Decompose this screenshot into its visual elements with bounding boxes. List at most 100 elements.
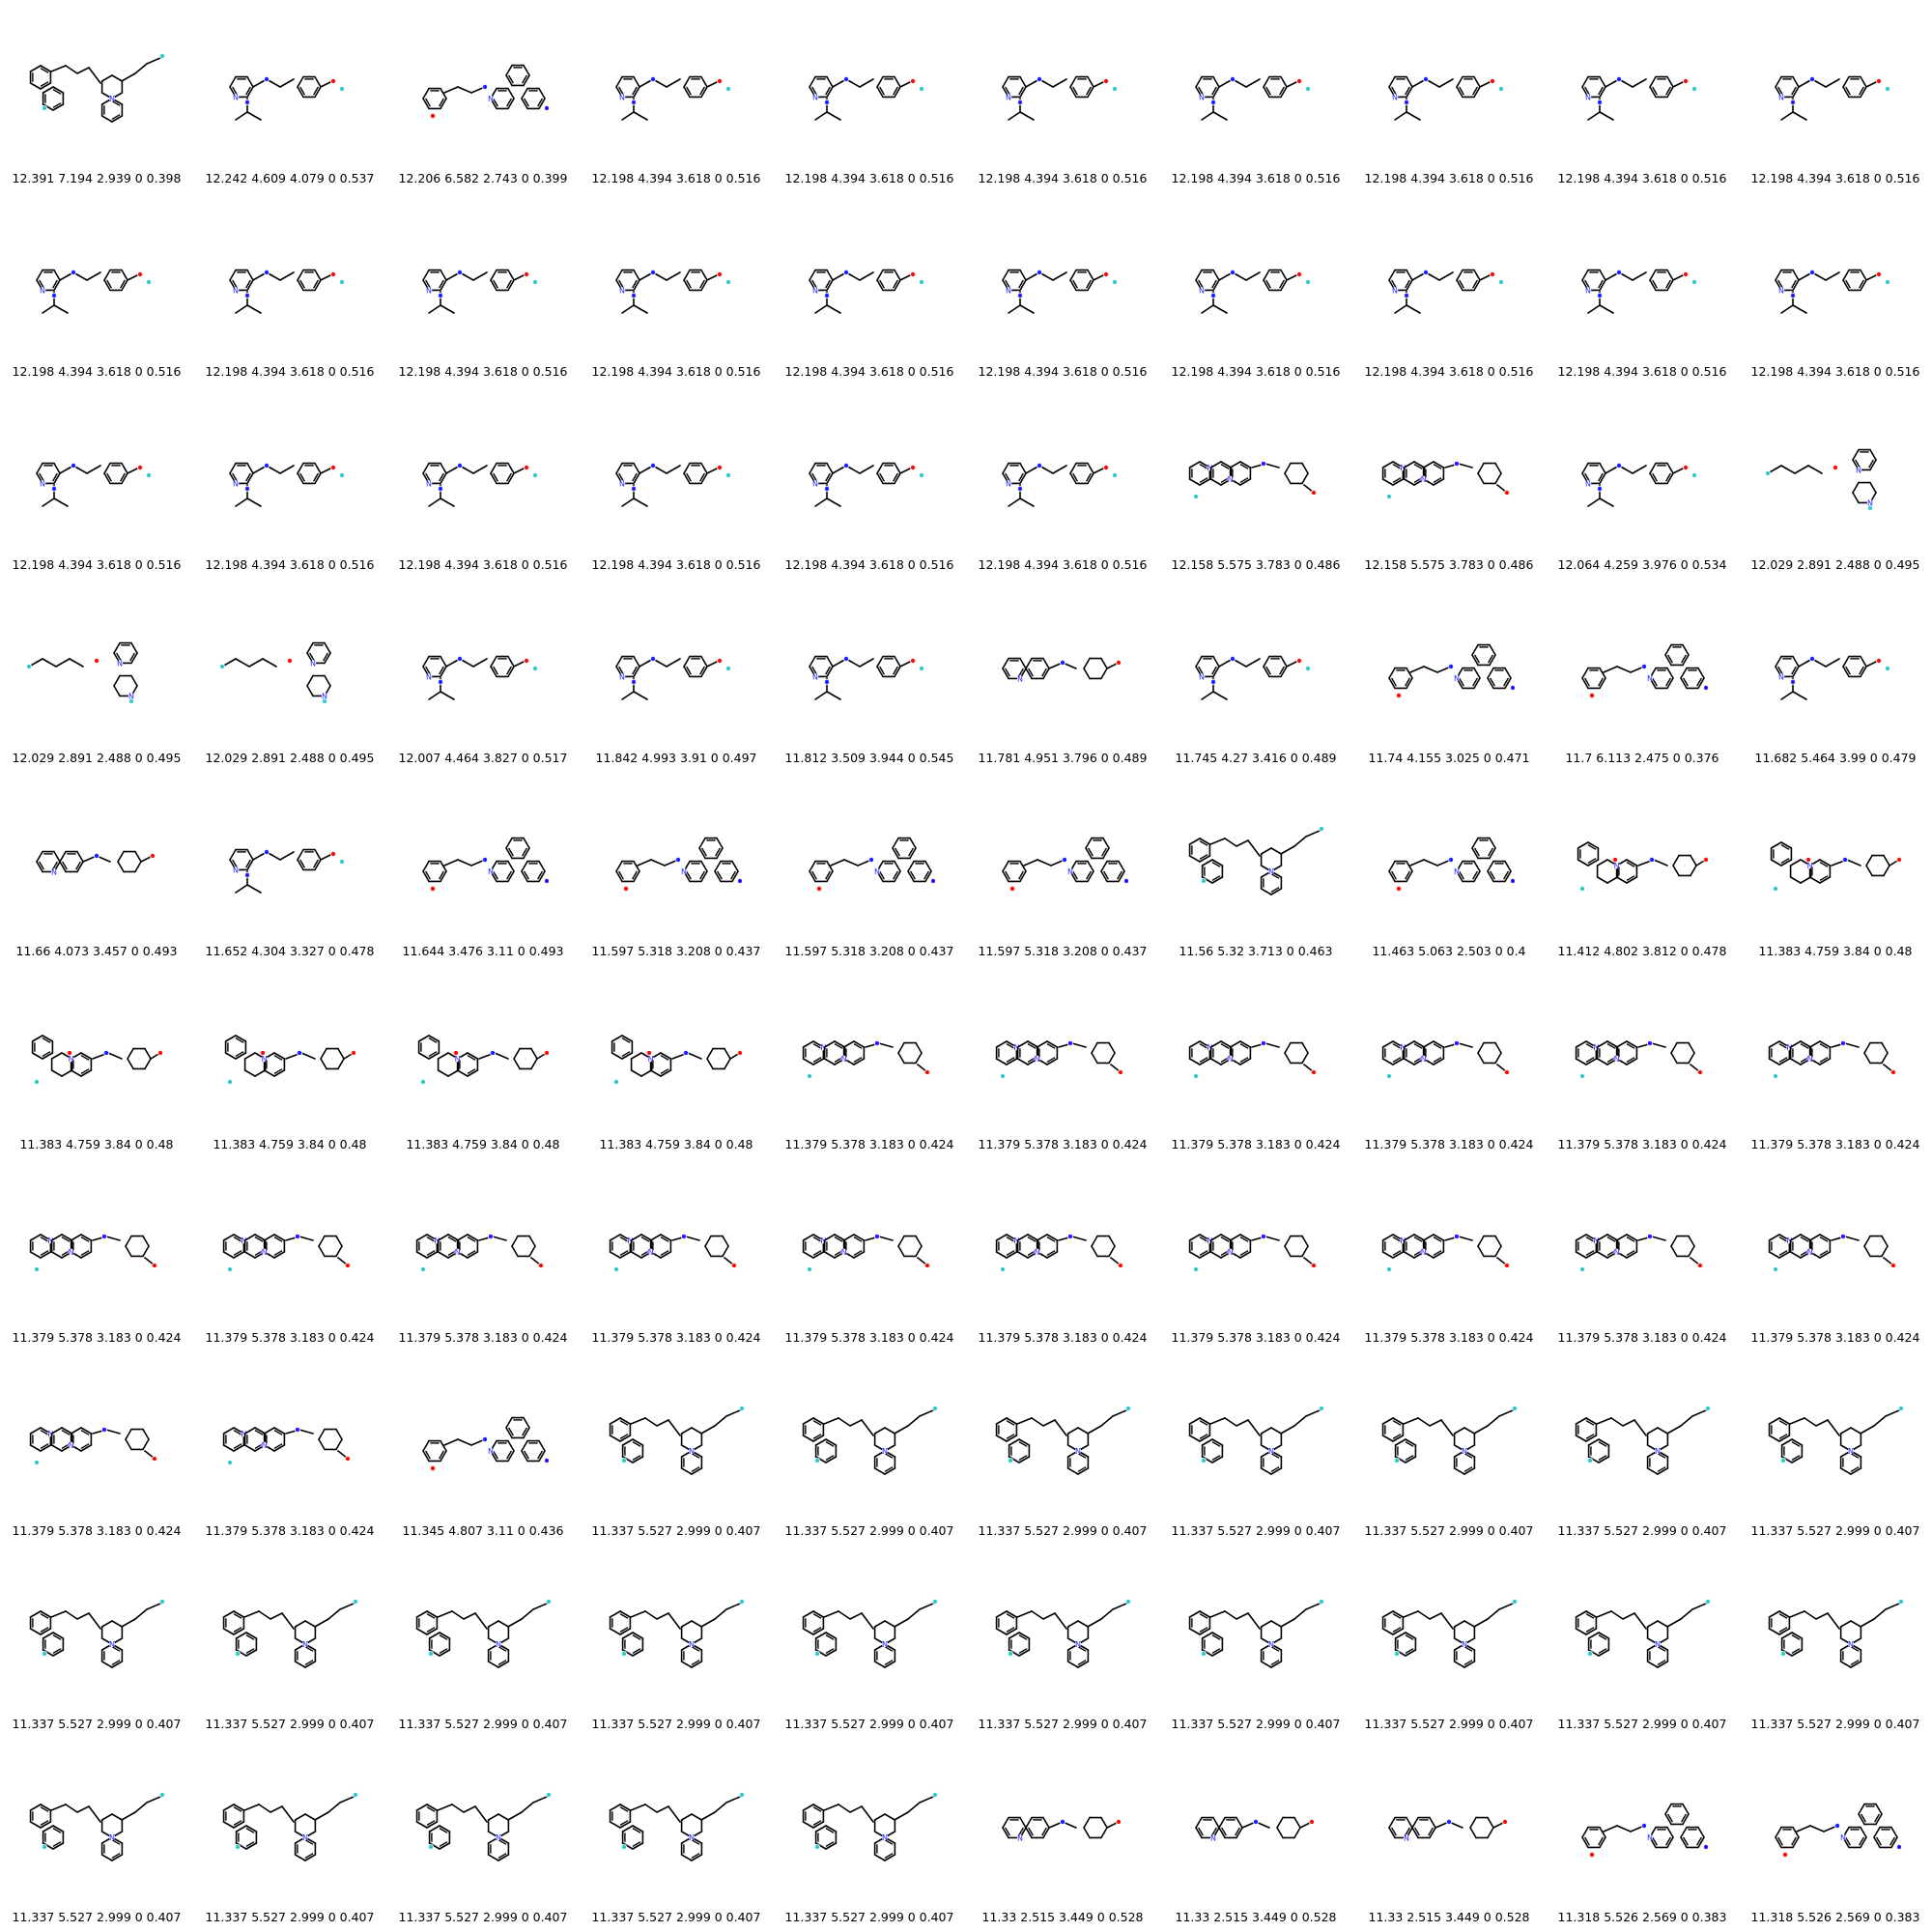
molecule-score-label: 12.158 5.575 3.783 0 0.486 [1364,557,1534,572]
molecule-structure: NN [995,1406,1131,1475]
svg-text:N: N [426,672,432,681]
molecule-structure: NN [1188,1040,1317,1079]
molecule-structure: N [1002,837,1129,892]
svg-text:N: N [426,479,432,488]
svg-text:N: N [1778,286,1784,295]
molecule-score-label: 11.66 4.073 3.457 0 0.493 [15,944,178,958]
svg-text:N: N [882,1833,888,1842]
molecule-structure: NN [1768,1040,1896,1079]
molecule-cell: N 12.198 4.394 3.618 0 0.516 [1546,193,1739,386]
molecule-score-label: 11.337 5.527 2.999 0 0.407 [1364,1523,1534,1538]
molecule-cell: N 12.198 4.394 3.618 0 0.516 [1739,0,1932,193]
molecule-structure: N [615,655,731,700]
molecule-score-label: 11.379 5.378 3.183 0 0.424 [1364,1137,1534,1151]
svg-text:N: N [1392,286,1398,295]
molecule-score-label: 11.337 5.527 2.999 0 0.407 [591,1717,761,1731]
molecule-structure: NN [609,1792,745,1861]
molecule-structure: NN [29,53,165,123]
molecule-cell: NN 11.337 5.527 2.999 0 0.407 [1352,1352,1546,1546]
molecule-structure: N [36,462,152,507]
molecule-cell: N 12.198 4.394 3.618 0 0.516 [580,386,773,580]
molecule-score-label: 11.318 5.526 2.569 0 0.383 [1750,1910,1920,1924]
molecule-structure: NN [222,1234,351,1272]
svg-text:N: N [841,1055,847,1064]
molecule-cell: N N 11.379 5.378 3.183 0 0.424 [0,1159,193,1352]
molecule-cell: N 11.318 5.526 2.569 0 0.383 [1546,1739,1739,1932]
molecule-structure: N [1388,643,1516,698]
molecule-structure: NN [222,1427,351,1465]
molecule-cell: N 12.198 4.394 3.618 0 0.516 [193,193,386,386]
molecule-score-label: 12.198 4.394 3.618 0 0.516 [205,557,375,572]
molecule-score-label: 11.56 5.32 3.713 0 0.463 [1179,944,1333,958]
svg-text:N: N [109,1640,115,1649]
molecule-score-label: 11.597 5.318 3.208 0 0.437 [784,944,954,958]
svg-text:N: N [1786,1043,1792,1052]
molecule-score-label: 12.198 4.394 3.618 0 0.516 [398,557,568,572]
svg-text:N: N [1228,1248,1234,1257]
molecule-score-label: 11.337 5.527 2.999 0 0.407 [1171,1717,1341,1731]
molecule-score-label: 11.383 4.759 3.84 0 0.48 [1758,944,1913,958]
svg-text:N: N [1400,464,1406,472]
molecule-score-label: 11.337 5.527 2.999 0 0.407 [784,1910,954,1924]
molecule-structure: N [422,655,538,700]
molecule-score-label: 11.463 5.063 2.503 0 0.4 [1372,944,1526,958]
svg-text:N: N [47,1430,53,1438]
molecule-structure: N [417,1035,550,1085]
molecule-cell: N N 11.379 5.378 3.183 0 0.424 [1546,1159,1739,1352]
molecule-score-label: 11.379 5.378 3.183 0 0.424 [1750,1137,1920,1151]
molecule-score-label: 12.198 4.394 3.618 0 0.516 [1171,171,1341,185]
molecule-cell: N 11.682 5.464 3.99 0 0.479 [1739,580,1932,773]
svg-text:N: N [310,659,316,668]
molecule-structure: NN [1575,1040,1703,1079]
svg-text:N: N [1848,1447,1854,1456]
molecule-score-label: 12.198 4.394 3.618 0 0.516 [591,171,761,185]
molecule-cell: N N 11.379 5.378 3.183 0 0.424 [773,1159,966,1352]
molecule-cell: N 12.198 4.394 3.618 0 0.516 [1546,0,1739,193]
molecule-score-label: 11.337 5.527 2.999 0 0.407 [205,1717,375,1731]
molecule-structure: N [1581,1803,1709,1858]
molecule-structure: NN [995,1599,1131,1668]
svg-text:N: N [47,1236,53,1245]
svg-text:N: N [262,1055,268,1064]
molecule-score-label: 12.242 4.609 4.079 0 0.537 [205,171,375,185]
svg-text:N: N [812,672,818,681]
molecule-structure: N [1195,1816,1315,1842]
svg-text:N: N [1614,862,1620,870]
molecule-score-label: 12.198 4.394 3.618 0 0.516 [398,364,568,379]
molecule-score-label: 11.644 3.476 3.11 0 0.493 [402,944,564,958]
molecule-score-label: 11.337 5.527 2.999 0 0.407 [591,1523,761,1538]
molecule-cell: N 12.198 4.394 3.618 0 0.516 [773,386,966,580]
molecule-structure: NN [802,1406,938,1475]
molecule-structure: NN [802,1234,930,1272]
molecule-structure: N [1775,269,1890,314]
molecule-structure: NN [1768,1234,1896,1272]
svg-text:N: N [1400,1236,1406,1245]
svg-text:N: N [233,93,239,101]
molecule-cell: N N 11.379 5.378 3.183 0 0.424 [1159,1159,1352,1352]
molecule-cell: NN 11.337 5.527 2.999 0 0.407 [966,1546,1159,1739]
molecule-structure: N [36,269,152,314]
molecule-score-label: 11.652 4.304 3.327 0 0.478 [205,944,375,958]
svg-text:N: N [1013,1043,1019,1052]
molecule-cell: NN 11.337 5.527 2.999 0 0.407 [1546,1352,1739,1546]
molecule-cell: NN 11.337 5.527 2.999 0 0.407 [966,1352,1159,1546]
molecule-score-label: 12.198 4.394 3.618 0 0.516 [1171,364,1341,379]
molecule-cell: N N 12.029 2.891 2.488 0 0.495 [1739,386,1932,580]
molecule-score-label: 11.337 5.527 2.999 0 0.407 [12,1910,182,1924]
svg-text:N: N [488,867,494,876]
molecule-structure: NN [415,1234,544,1272]
molecule-cell: NN 11.337 5.527 2.999 0 0.407 [0,1546,193,1739]
molecule-cell: N 12.198 4.394 3.618 0 0.516 [966,0,1159,193]
molecule-cell: NN 11.56 5.32 3.713 0 0.463 [1159,773,1352,966]
molecule-cell: N 12.198 4.394 3.618 0 0.516 [1352,193,1546,386]
molecule-score-label: 11.379 5.378 3.183 0 0.424 [12,1330,182,1345]
svg-text:N: N [69,1055,74,1064]
molecule-structure: N [1002,75,1118,121]
molecule-score-label: 11.379 5.378 3.183 0 0.424 [398,1330,568,1345]
molecule-score-label: 11.597 5.318 3.208 0 0.437 [591,944,761,958]
molecule-score-label: 12.198 4.394 3.618 0 0.516 [784,557,954,572]
molecule-structure: N [422,1416,550,1471]
molecule-structure: N [615,75,731,121]
molecule-structure: NN [609,1234,737,1272]
molecule-structure: NN [222,1599,358,1668]
